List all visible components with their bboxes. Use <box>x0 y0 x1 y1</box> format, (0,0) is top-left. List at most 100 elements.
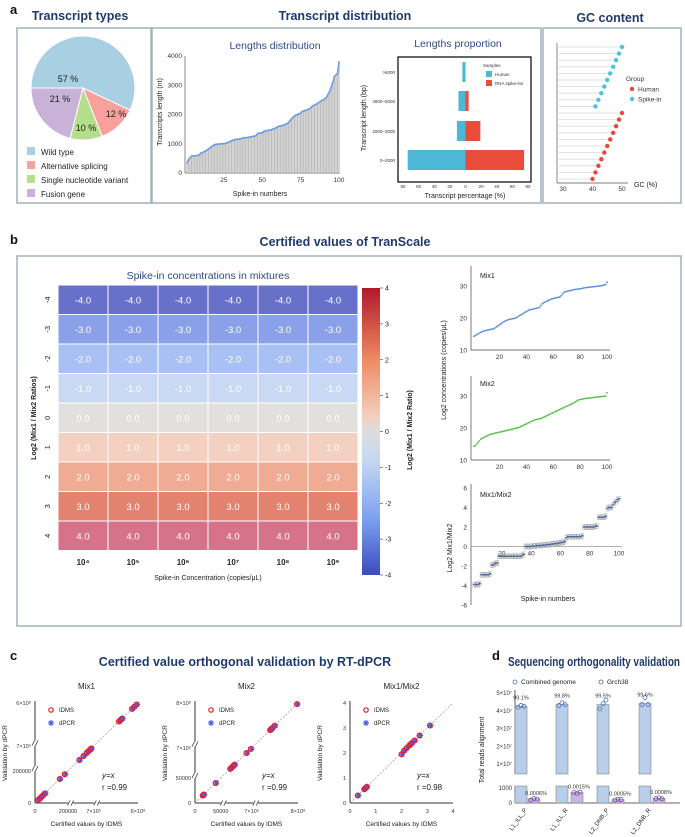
data-point <box>599 395 602 398</box>
y-tick-label: 2 <box>463 525 467 532</box>
data-point <box>503 555 506 557</box>
data-point <box>551 412 553 414</box>
length-bar <box>189 157 191 173</box>
length-point <box>270 128 273 131</box>
length-point <box>187 158 190 161</box>
pie-slice-label: 10 % <box>76 123 97 133</box>
length-point <box>316 102 319 105</box>
x-tick-label: 50000 <box>213 809 228 815</box>
legend-swatch <box>27 147 35 155</box>
length-point <box>325 96 328 98</box>
error-box <box>602 514 606 520</box>
y-tick-label: 2 <box>343 751 346 757</box>
data-point <box>564 291 567 293</box>
error-box <box>616 496 619 503</box>
length-bar <box>307 109 309 173</box>
data-point <box>493 327 496 330</box>
legend-label: Human <box>638 87 659 94</box>
data-point <box>553 411 556 413</box>
data-point <box>490 564 493 566</box>
y-axis-label: Validation by dPCR <box>2 725 9 781</box>
heatmap-cell-value: 0.0 <box>126 413 139 424</box>
data-point <box>491 433 494 435</box>
x-tick-label: 60 <box>416 184 422 189</box>
lollipop-point <box>608 71 613 76</box>
length-point <box>241 137 244 140</box>
data-point <box>544 301 547 303</box>
y-tick-label: 1 <box>343 776 346 782</box>
idms-point <box>133 701 140 708</box>
error-box <box>493 561 496 567</box>
length-point <box>322 98 325 101</box>
data-point <box>509 318 512 320</box>
data-point <box>598 396 600 398</box>
data-point <box>521 313 524 315</box>
heatmap-cell <box>157 314 209 345</box>
x-axis-break <box>219 800 227 806</box>
data-point <box>508 318 510 321</box>
heatmap-cell-value: -1.0 <box>75 384 91 395</box>
data-point <box>559 541 562 544</box>
panel-box-b <box>16 255 682 627</box>
data-point <box>489 433 492 436</box>
length-point <box>288 120 291 122</box>
idms-point <box>411 737 418 744</box>
data-point <box>544 415 547 418</box>
x-tick-label: 20 <box>447 184 453 189</box>
idms-point <box>354 792 361 799</box>
data-point <box>591 526 594 528</box>
length-point <box>245 136 248 139</box>
x-tick-label: 0 <box>33 809 36 815</box>
combined-genome-point <box>518 703 524 708</box>
data-point <box>522 553 525 555</box>
dpcr-point <box>427 722 434 729</box>
length-point <box>282 124 285 126</box>
length-bar <box>280 125 282 173</box>
data-point <box>482 330 485 332</box>
legend-label: Alternative splicing <box>41 162 108 171</box>
data-point <box>489 328 492 331</box>
error-box <box>595 523 599 529</box>
length-point <box>298 113 300 115</box>
data-point <box>474 583 477 586</box>
colorbar-tick-label: -1 <box>385 465 391 472</box>
x-tick-label: 7×10⁶ <box>244 808 259 815</box>
idms-point <box>426 722 433 729</box>
heatmap-cell <box>207 520 259 551</box>
mix1-title: Mix1 <box>480 273 495 280</box>
heatmap-title: Spike-in concentrations in mixtures <box>127 270 290 282</box>
dpcr-point <box>42 790 49 797</box>
length-bar <box>338 61 340 173</box>
data-point <box>580 287 583 290</box>
data-point <box>594 525 597 527</box>
heatmap-cell-value: 4.0 <box>176 531 189 542</box>
legend-label: Single nucleotide variant <box>41 176 129 185</box>
column-label: 10⁶ <box>177 558 190 567</box>
error-box <box>520 552 524 559</box>
x-tick-label: 3 <box>426 809 429 815</box>
data-point <box>528 309 530 311</box>
x-tick-label: 6×10⁸ <box>131 808 146 815</box>
lollipop-point <box>610 64 616 70</box>
heatmap-xlabel: Spike-in Concentration (copies/μL) <box>154 575 262 582</box>
data-point <box>526 422 529 424</box>
data-point <box>601 516 604 518</box>
panel-box-distribution <box>151 27 542 204</box>
data-point <box>545 415 548 417</box>
y-tick-label: 1000 <box>499 786 513 792</box>
heatmap-cell <box>257 461 309 492</box>
length-bar <box>315 104 317 173</box>
heatmap-cell <box>57 373 109 404</box>
length-bar <box>321 100 323 173</box>
data-point <box>478 332 481 334</box>
combined-genome-label: 99.8% <box>554 694 570 700</box>
x-tick-label: L1_ILL_P <box>509 808 529 832</box>
length-point <box>226 141 228 144</box>
title-orthogonal-validation: Certified value orthogonal validation by… <box>99 655 391 669</box>
dpcr-point <box>76 757 83 763</box>
legend-label: dPCR <box>219 721 236 727</box>
data-point <box>542 416 545 418</box>
length-point <box>336 72 339 75</box>
pie-slice-3 <box>30 87 84 139</box>
legend-dpcr-marker <box>208 720 214 726</box>
